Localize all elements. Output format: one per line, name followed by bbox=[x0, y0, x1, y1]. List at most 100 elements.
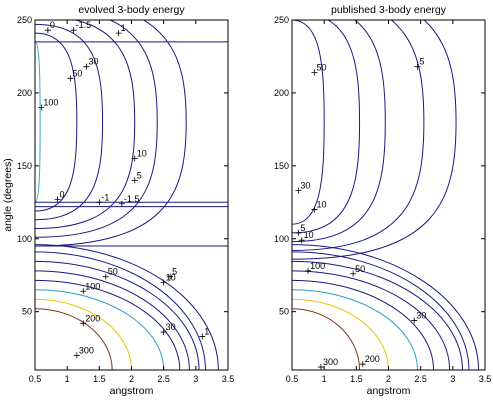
contour-line-lower-10 bbox=[292, 260, 463, 370]
contour-marker bbox=[44, 27, 51, 34]
contour-label: 300 bbox=[79, 345, 94, 355]
y-tick-label: 150 bbox=[274, 161, 289, 171]
x-tick-label: 3.5 bbox=[479, 374, 492, 384]
x-tick-label: 1.5 bbox=[350, 374, 363, 384]
contour-line-upper-30 bbox=[292, 20, 361, 234]
contour-marker bbox=[199, 333, 206, 340]
contour-marker bbox=[411, 317, 418, 324]
contour-line-upper-5 bbox=[35, 20, 158, 238]
x-tick-label: 1.5 bbox=[93, 374, 106, 384]
contour-label: 30 bbox=[416, 310, 426, 320]
x-tick-label: 0.5 bbox=[29, 374, 42, 384]
contour-line-lower-50 bbox=[35, 279, 181, 370]
contour-marker bbox=[305, 267, 312, 274]
contour-marker bbox=[295, 229, 302, 236]
contour-label: 100 bbox=[43, 98, 58, 108]
contour-line-upper-10 bbox=[35, 20, 136, 230]
contour-marker bbox=[80, 288, 87, 295]
contour-marker bbox=[96, 199, 103, 206]
x-tick-label: 2.5 bbox=[157, 374, 170, 384]
contour-line-upper-30 bbox=[35, 23, 104, 221]
contour-line-lower-5 bbox=[292, 251, 470, 370]
plot-frame bbox=[291, 19, 486, 371]
x-tick-label: 2 bbox=[129, 374, 134, 384]
contour-label: 5 bbox=[137, 170, 142, 180]
contour-marker bbox=[54, 196, 61, 203]
contour-marker bbox=[311, 206, 318, 213]
x-tick-label: 3 bbox=[193, 374, 198, 384]
contour-marker bbox=[67, 75, 74, 82]
contour-marker bbox=[350, 270, 357, 277]
contour-marker bbox=[80, 320, 87, 327]
contour-label: 300 bbox=[323, 357, 338, 367]
contour-line-lower-30 bbox=[35, 270, 190, 370]
y-tick-label: 100 bbox=[17, 234, 32, 244]
contour-line-lower-300 bbox=[292, 308, 361, 370]
contour-label: 100 bbox=[310, 261, 325, 271]
contour-marker bbox=[102, 273, 109, 280]
contour-label: 10 bbox=[317, 200, 327, 210]
contour-label: 200 bbox=[365, 354, 380, 364]
contour-label: 50 bbox=[317, 63, 327, 73]
x-tick-label: 2 bbox=[386, 374, 391, 384]
contour-label: 50 bbox=[72, 68, 82, 78]
contour-line-upper-1 bbox=[292, 20, 457, 260]
contour-line-upper-1 bbox=[35, 20, 187, 247]
y-tick-label: 50 bbox=[22, 307, 32, 317]
contour-label: -1 bbox=[101, 192, 109, 202]
contour-line-lower-10 bbox=[35, 260, 200, 370]
y-tick-label: 200 bbox=[274, 88, 289, 98]
x-axis-label: angstrom bbox=[367, 385, 411, 397]
contour-label: 30 bbox=[166, 322, 176, 332]
x-tick-label: 1 bbox=[65, 374, 70, 384]
contour-label: 10 bbox=[304, 230, 314, 240]
contour-marker bbox=[73, 352, 80, 359]
contour-line-lower-300 bbox=[35, 308, 113, 370]
contour-marker bbox=[160, 329, 167, 336]
contour-line-upper-100 bbox=[35, 41, 41, 203]
contour-label: 50 bbox=[355, 264, 365, 274]
contour-line-lower-100 bbox=[35, 289, 165, 370]
x-tick-label: 0.5 bbox=[286, 374, 299, 384]
contour-line-upper-10 bbox=[292, 20, 386, 243]
contour-label: 1 bbox=[204, 326, 209, 336]
y-tick-label: 250 bbox=[274, 15, 289, 25]
y-tick-label: 250 bbox=[17, 15, 32, 25]
contour-label: 0 bbox=[50, 20, 55, 30]
contour-line-lower-1 bbox=[35, 244, 219, 370]
contour-label: 200 bbox=[85, 313, 100, 323]
contour-line-lower-5 bbox=[35, 251, 206, 370]
contour-marker bbox=[359, 361, 366, 368]
contour-line-lower-50 bbox=[292, 279, 435, 370]
contour-label: 1 bbox=[121, 23, 126, 33]
y-tick-label: 200 bbox=[17, 88, 32, 98]
y-tick-label: 150 bbox=[17, 161, 32, 171]
contour-marker bbox=[317, 364, 324, 370]
contour-marker bbox=[83, 63, 90, 70]
contour-marker bbox=[311, 69, 318, 76]
x-axis-label: angstrom bbox=[110, 385, 154, 397]
contour-line-upper-50 bbox=[35, 32, 78, 212]
contour-line-lower-1 bbox=[292, 244, 480, 370]
contour-marker bbox=[298, 237, 305, 244]
contour-label: 30 bbox=[88, 57, 98, 67]
contour-label: 5 bbox=[419, 57, 424, 67]
chart-title: published 3-body energy bbox=[331, 4, 447, 16]
contour-marker bbox=[167, 273, 174, 280]
contour-marker bbox=[131, 155, 138, 162]
contour-line-lower-200 bbox=[292, 298, 389, 370]
x-tick-label: 3 bbox=[450, 374, 455, 384]
contour-line-upper-50 bbox=[292, 20, 325, 225]
y-tick-label: 100 bbox=[274, 234, 289, 244]
contour-marker bbox=[70, 27, 77, 34]
contour-marker bbox=[115, 30, 122, 37]
contour-label: 10 bbox=[166, 273, 176, 283]
contour-line-lower-200 bbox=[35, 298, 132, 370]
contour-label: 100 bbox=[85, 281, 100, 291]
contour-label: -1.5 bbox=[76, 20, 92, 30]
contour-line-lower-30 bbox=[292, 270, 451, 370]
